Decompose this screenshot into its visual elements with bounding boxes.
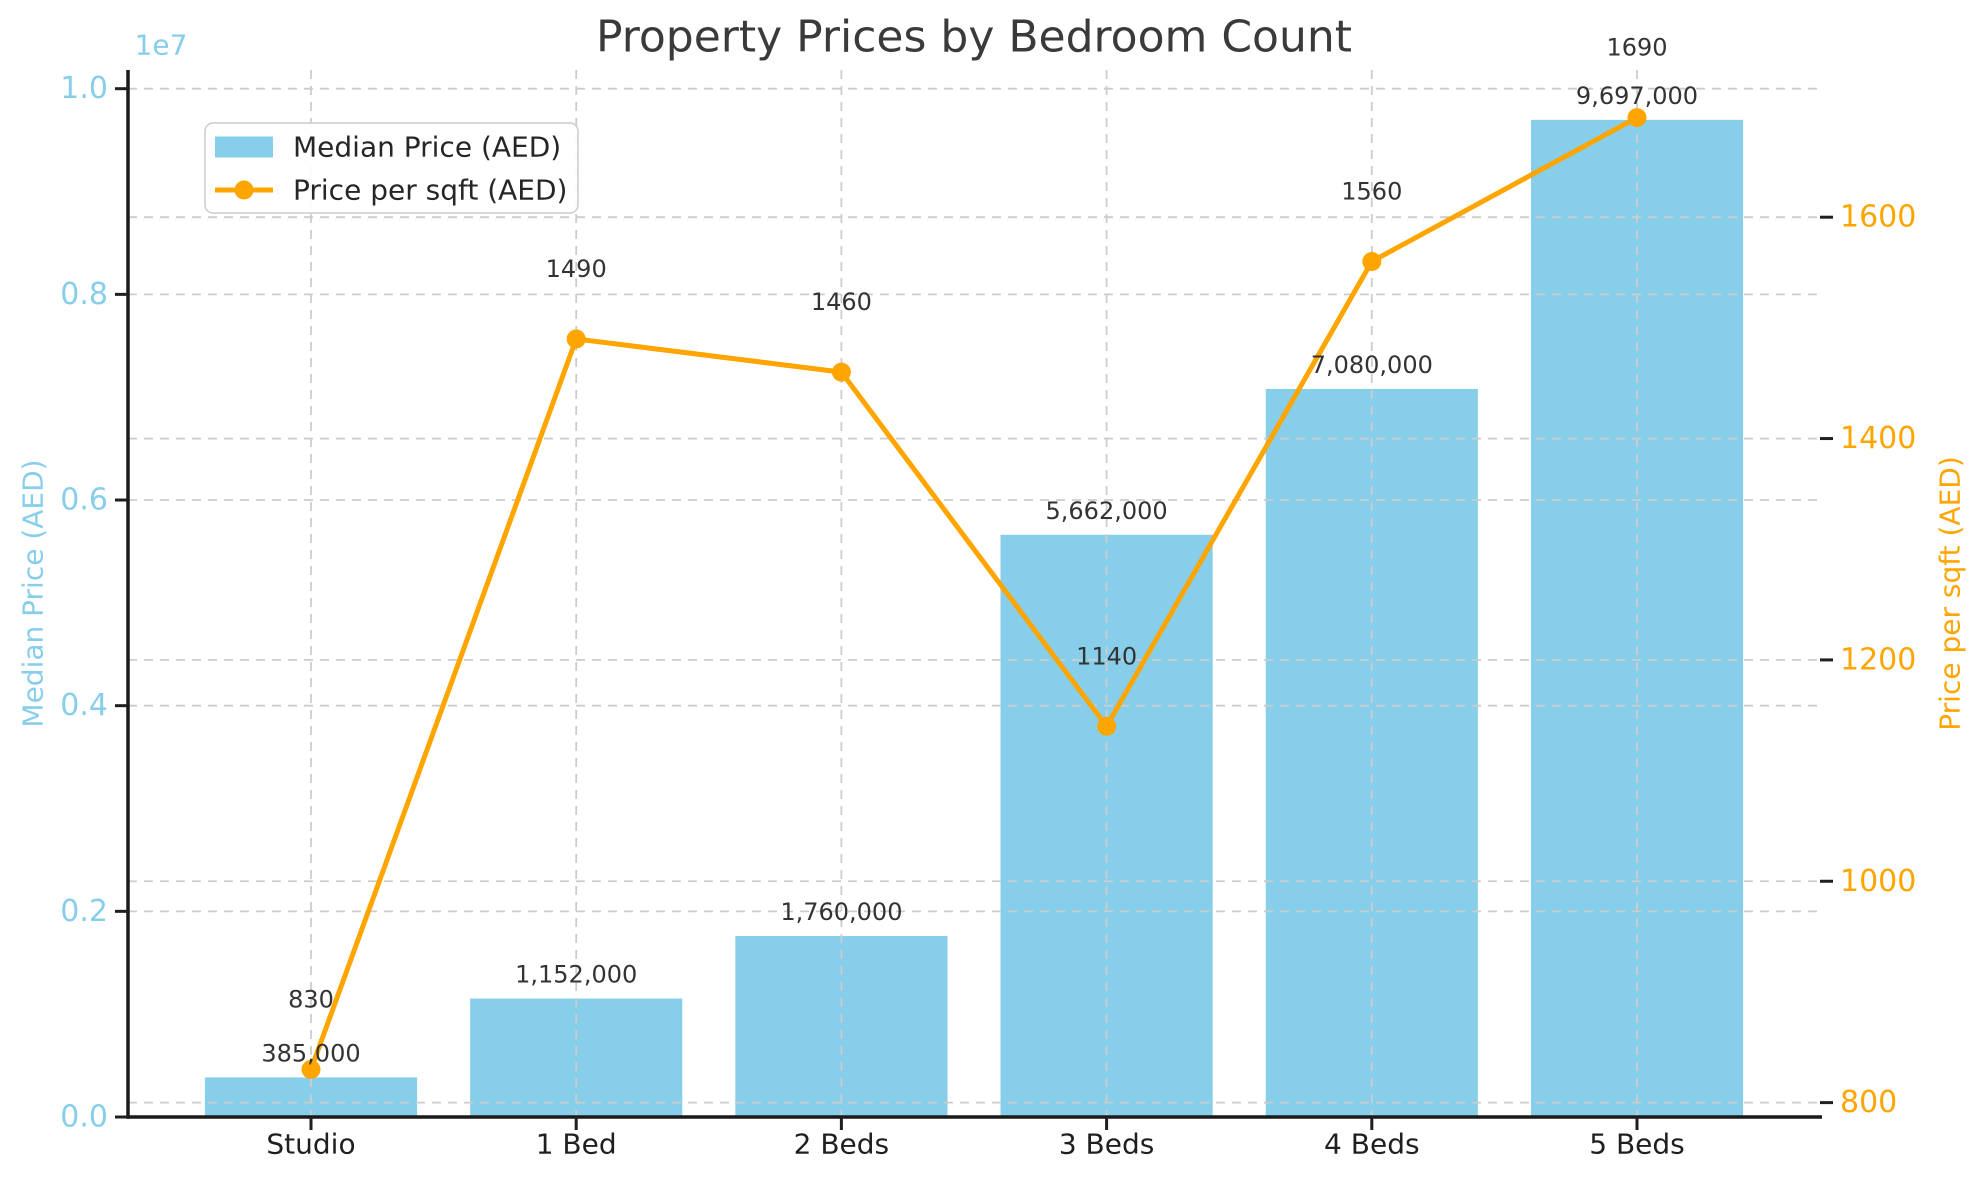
x-tick-label-2-beds: 2 Beds (794, 1128, 890, 1161)
right-axis-title: Price per sqft (AED) (1934, 456, 1967, 730)
x-tick-label-5-beds: 5 Beds (1589, 1128, 1685, 1161)
x-tick-label-studio: Studio (266, 1128, 355, 1161)
annotations-layer: 385,000 1,152,000 1,760,000 5,662,000 7,080,… (261, 34, 1698, 1068)
left-tick-label-0.0: 0.0 (60, 1100, 108, 1135)
bar-label-5-beds: 9,697,000 (1576, 82, 1698, 110)
right-tick-label-1600: 1600 (1840, 200, 1916, 235)
legend-label-1: Price per sqft (AED) (293, 174, 567, 207)
line-label-1-bed: 1490 (546, 255, 607, 283)
axes-layer (115, 70, 1833, 1130)
right-tick-label-1200: 1200 (1840, 642, 1916, 677)
line-label-4-beds: 1560 (1341, 177, 1402, 205)
left-axis-offset-text: 1e7 (135, 29, 188, 62)
bar-label-4-beds: 7,080,000 (1311, 351, 1433, 379)
left-tick-label-0.6: 0.6 (60, 483, 108, 518)
bar-label-3-beds: 5,662,000 (1046, 497, 1168, 525)
line-label-studio: 830 (288, 985, 334, 1013)
legend-label-0: Median Price (AED) (293, 131, 561, 164)
legend-swatch-line-marker (234, 180, 254, 200)
chart-title: Property Prices by Bedroom Count (596, 12, 1352, 63)
line-marker-4-beds (1362, 251, 1382, 271)
right-tick-label-800: 800 (1840, 1085, 1897, 1120)
left-tick-label-0.8: 0.8 (60, 277, 108, 312)
bar-label-2-beds: 1,760,000 (780, 898, 902, 926)
line-marker-5-beds (1627, 108, 1647, 128)
right-tick-label-1000: 1000 (1840, 864, 1916, 899)
right-tick-label-1400: 1400 (1840, 421, 1916, 456)
left-axis-title: Median Price (AED) (17, 459, 50, 727)
bar-2-beds (735, 936, 948, 1117)
bar-label-1-bed: 1,152,000 (515, 961, 637, 989)
bar-label-studio: 385,000 (261, 1039, 360, 1067)
line-label-3-beds: 1140 (1076, 642, 1137, 670)
x-tick-label-3-beds: 3 Beds (1059, 1128, 1155, 1161)
bar-4-beds (1265, 388, 1478, 1117)
left-tick-label-1.0: 1.0 (60, 71, 108, 106)
x-tick-label-4-beds: 4 Beds (1324, 1128, 1420, 1161)
line-label-2-beds: 1460 (811, 288, 872, 316)
line-marker-3-beds (1097, 716, 1117, 736)
line-label-5-beds: 1690 (1606, 34, 1667, 62)
legend-box (204, 122, 579, 214)
legend: Median Price (AED) Price per sqft (AED) (204, 122, 579, 214)
axis-text-layer: 0.0 0.2 0.4 0.6 0.8 1.0 800 1000 1200 1400 1600 Stu… (60, 71, 1916, 1160)
grid-layer (128, 70, 1820, 1117)
line-marker-2-beds (831, 362, 851, 382)
x-tick-label-1-bed: 1 Bed (536, 1128, 617, 1161)
line-layer (301, 108, 1647, 1079)
left-tick-label-0.2: 0.2 (60, 894, 108, 929)
bars-layer (204, 119, 1744, 1118)
line-marker-studio (301, 1059, 321, 1079)
line-marker-1-bed (566, 329, 586, 349)
price-per-sqft-line (308, 115, 1640, 1072)
left-tick-label-0.4: 0.4 (60, 688, 108, 723)
legend-swatch-bar (215, 136, 273, 158)
